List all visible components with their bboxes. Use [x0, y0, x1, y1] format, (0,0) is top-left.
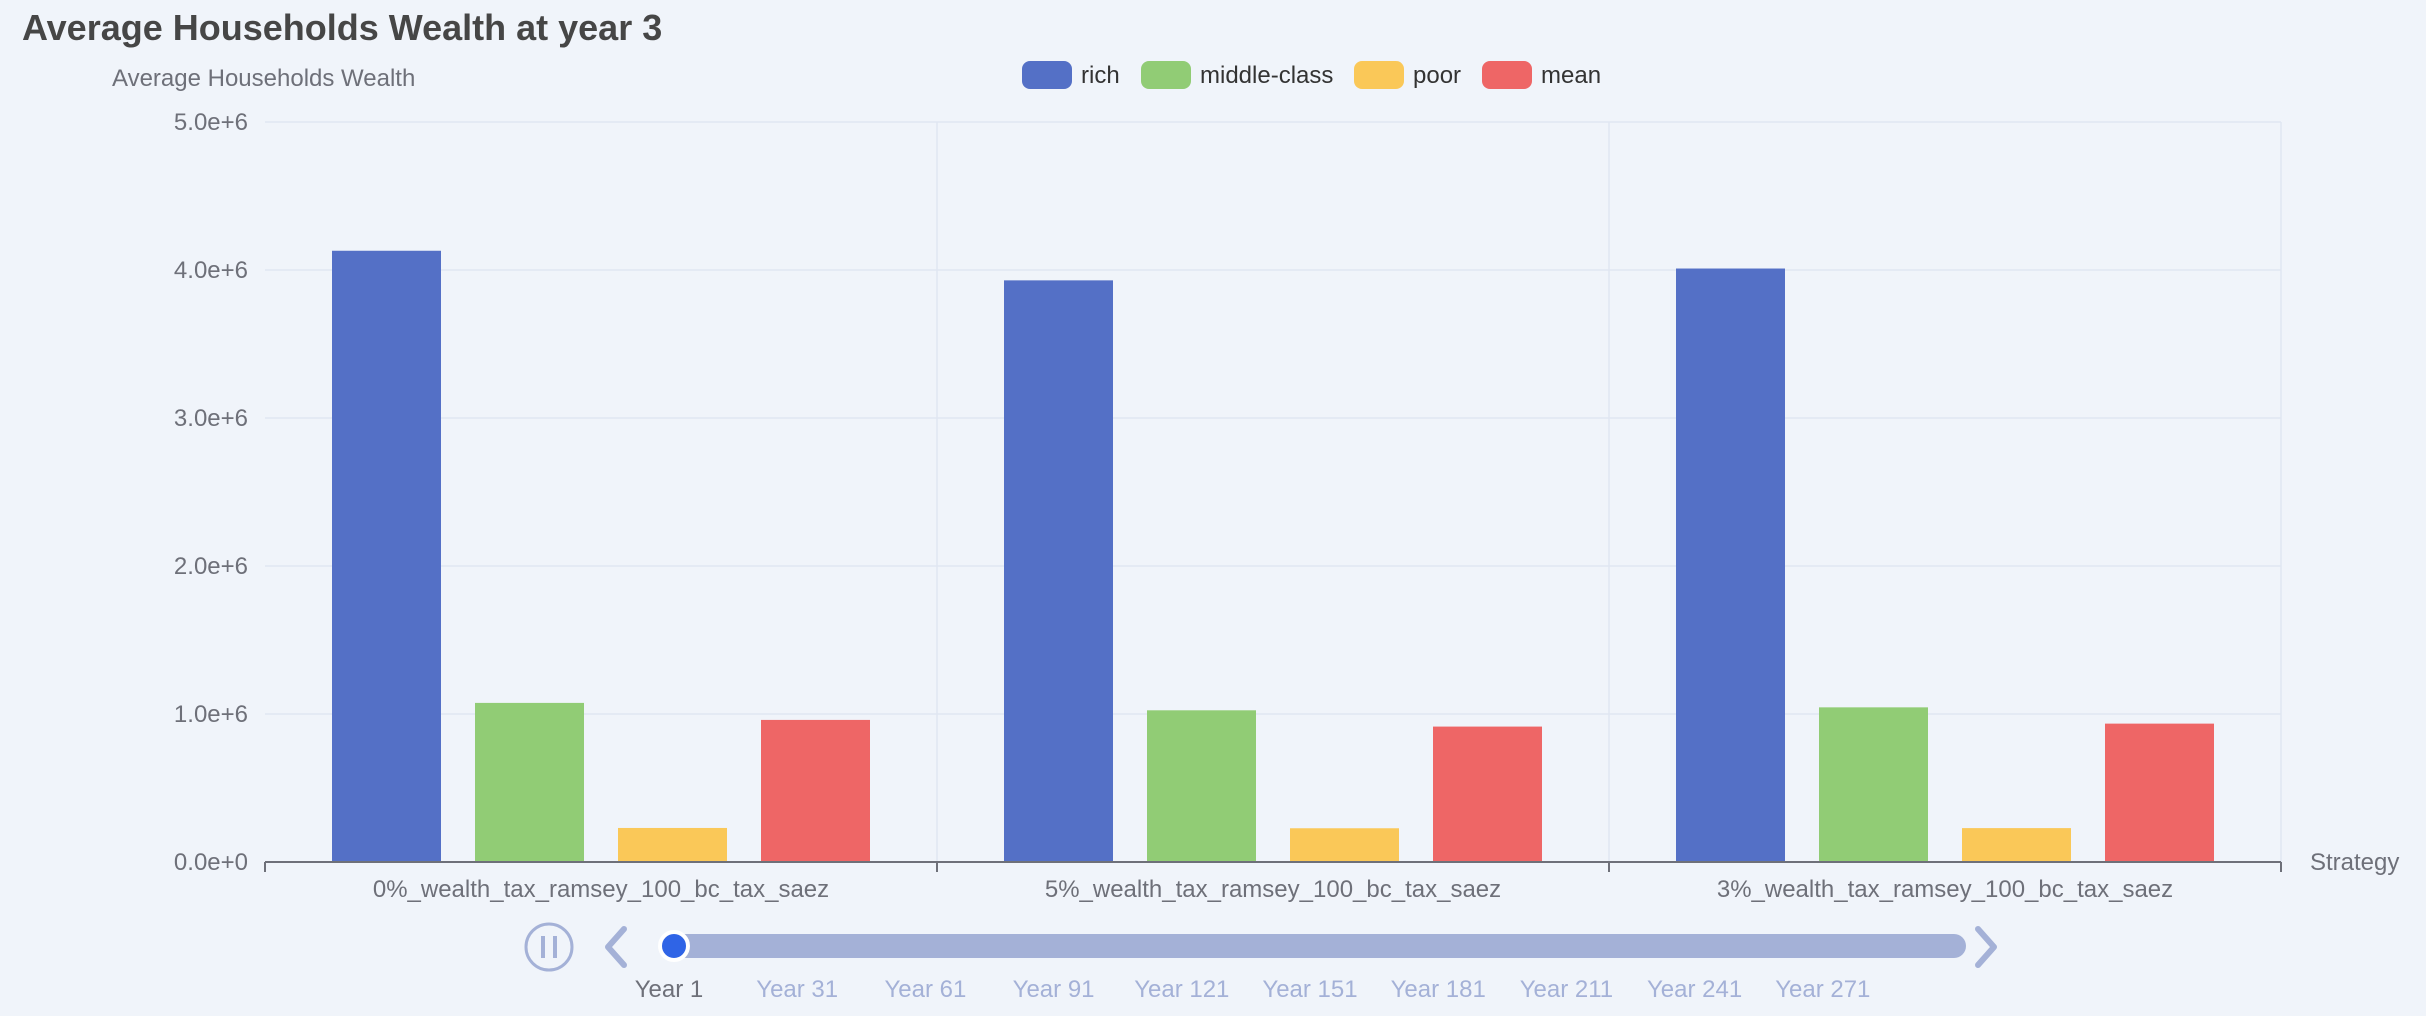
- y-tick-label: 1.0e+6: [174, 701, 248, 728]
- play-pause-button[interactable]: [524, 922, 574, 972]
- bar-middle-class: [1819, 707, 1928, 862]
- timeline: Year 1 Year 31 Year 61 Year 91 Year 121 Year …: [524, 922, 1997, 1003]
- bar-mean: [761, 719, 870, 862]
- timeline-label[interactable]: Year 1: [635, 976, 704, 1003]
- legend-swatch-rich[interactable]: [1022, 61, 1072, 89]
- bar-series: [332, 250, 2214, 862]
- y-tick-label: 0.0e+0: [174, 849, 248, 876]
- bar-poor: [618, 827, 727, 862]
- legend-label-mean[interactable]: mean: [1541, 62, 1601, 89]
- x-axis: 0%_wealth_tax_ramsey_100_bc_tax_saez 5%_w…: [264, 861, 2282, 903]
- legend-swatch-poor[interactable]: [1354, 61, 1404, 89]
- chart-title: Average Households Wealth at year 3: [22, 7, 662, 48]
- timeline-label[interactable]: Year 121: [1134, 976, 1229, 1003]
- y-tick-label: 5.0e+6: [174, 109, 248, 136]
- timeline-label[interactable]: Year 211: [1520, 976, 1613, 1003]
- bar-poor: [1962, 828, 2071, 862]
- timeline-label[interactable]: Year 151: [1262, 976, 1357, 1003]
- y-tick-label: 4.0e+6: [174, 257, 248, 284]
- timeline-thumb[interactable]: [658, 930, 690, 962]
- legend-swatch-middle-class[interactable]: [1141, 61, 1191, 89]
- y-tick-label: 2.0e+6: [174, 553, 248, 580]
- timeline-label[interactable]: Year 271: [1775, 976, 1870, 1003]
- bar-middle-class: [475, 702, 584, 862]
- timeline-label[interactable]: Year 181: [1391, 976, 1486, 1003]
- legend-swatch-mean[interactable]: [1482, 61, 1532, 89]
- x-tick-label: 5%_wealth_tax_ramsey_100_bc_tax_saez: [1045, 876, 1501, 903]
- bar-rich: [332, 250, 441, 862]
- bar-poor: [1290, 828, 1399, 862]
- pause-icon[interactable]: [524, 922, 574, 972]
- x-axis-label: Strategy: [2310, 849, 2399, 876]
- legend: rich middle-class poor mean: [1022, 61, 1601, 89]
- x-tick-label: 0%_wealth_tax_ramsey_100_bc_tax_saez: [373, 876, 829, 903]
- legend-label-rich[interactable]: rich: [1081, 62, 1120, 89]
- bar-rich: [1676, 268, 1785, 862]
- bar-mean: [2105, 723, 2214, 862]
- bar-rich: [1004, 280, 1113, 862]
- y-tick-label: 3.0e+6: [174, 405, 248, 432]
- y-axis-ticks: 0.0e+0 1.0e+6 2.0e+6 3.0e+6 4.0e+6 5.0e+6: [174, 109, 248, 876]
- timeline-label[interactable]: Year 91: [1013, 976, 1095, 1003]
- y-axis-label: Average Households Wealth: [112, 65, 415, 92]
- x-tick-label: 3%_wealth_tax_ramsey_100_bc_tax_saez: [1717, 876, 2173, 903]
- timeline-labels: Year 1 Year 31 Year 61 Year 91 Year 121 Year …: [635, 976, 1871, 1003]
- timeline-label[interactable]: Year 61: [884, 976, 966, 1003]
- gridlines: [265, 121, 2282, 862]
- timeline-label[interactable]: Year 241: [1647, 976, 1742, 1003]
- legend-label-middle-class[interactable]: middle-class: [1200, 62, 1333, 89]
- timeline-label[interactable]: Year 31: [756, 976, 838, 1003]
- bar-middle-class: [1147, 710, 1256, 862]
- bar-mean: [1433, 726, 1542, 862]
- chevron-right-icon[interactable]: [1975, 926, 1997, 968]
- legend-label-poor[interactable]: poor: [1413, 62, 1461, 89]
- chevron-left-icon[interactable]: [605, 926, 627, 968]
